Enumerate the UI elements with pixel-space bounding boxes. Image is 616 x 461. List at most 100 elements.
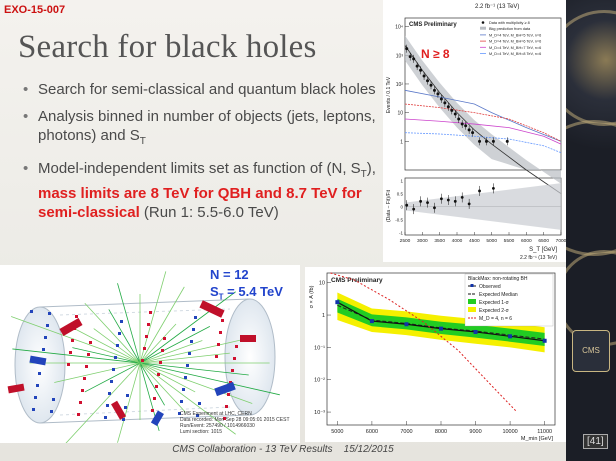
track-line [139, 362, 236, 435]
hit-marker [184, 376, 187, 379]
observed-point [508, 334, 513, 339]
hit-marker [225, 405, 228, 408]
ratio-point [492, 186, 495, 190]
legend-marker [468, 307, 476, 312]
data-point [505, 139, 509, 143]
data-point [464, 124, 468, 128]
legend-label: M_D=4 TeV, M_BH=6 TeV, n=6 [489, 40, 541, 44]
track-line [69, 326, 141, 364]
track-line [65, 362, 141, 443]
track-line [139, 362, 253, 404]
hit-marker [46, 324, 49, 327]
footer-date: 15/12/2015 [343, 444, 394, 455]
x-tick-label: 7000 [556, 238, 566, 244]
bkg-fit-line [404, 45, 562, 194]
event-caption-4: Lumi section: 1015 [180, 429, 222, 435]
data-point [446, 105, 450, 109]
footer-collab: CMS Collaboration - 13 TeV Results [172, 444, 333, 455]
event-labels: N = 12 ST = 5.4 TeV [210, 266, 283, 306]
hit-marker [118, 332, 121, 335]
data-point [460, 122, 464, 126]
hit-marker [30, 310, 33, 313]
y-tick-label: 10³ [396, 53, 404, 59]
data-point [436, 92, 440, 96]
page-number: [41] [583, 434, 608, 449]
hit-marker [89, 341, 92, 344]
hit-marker [108, 392, 111, 395]
ratio-point [460, 196, 464, 199]
data-point [408, 55, 412, 59]
theory-curve [330, 272, 518, 413]
track-line [139, 286, 185, 364]
y-tick-label: 10⁻¹ [314, 345, 325, 351]
track-line [139, 362, 186, 413]
legend-label: Bkg prediction from data [489, 27, 531, 31]
hit-marker [227, 393, 230, 396]
track-line [12, 348, 141, 364]
lumi-label: 2.2 fb⁻¹ (13 TeV) [475, 4, 519, 10]
legend-label: Observed [479, 284, 501, 290]
hit-marker [71, 339, 74, 342]
bullet-list: Search for semi-classical and quantum bl… [23, 80, 381, 230]
hit-marker [124, 406, 127, 409]
hit-marker [149, 311, 152, 314]
observed-point [473, 329, 478, 334]
data-point [419, 68, 423, 72]
cms-logo: CMS [572, 330, 610, 372]
track-line [117, 283, 141, 364]
legend-label: M_D = 4, n = 6 [479, 316, 512, 322]
ratio-point [440, 197, 443, 201]
track-line [84, 302, 141, 364]
x-tick-label: 5500 [504, 238, 515, 244]
hit-marker [126, 394, 129, 397]
ratio-tick-label: 1 [400, 179, 403, 184]
n-objects-label: N = 12 [210, 267, 249, 282]
bullet-2: Analysis binned in number of objects (je… [23, 107, 381, 151]
ratio-axis-label: (Data − Fit)/Fit [386, 189, 392, 222]
track-line [117, 362, 141, 443]
legend-label: Data with multiplicity ≥ 8 [489, 21, 530, 25]
hit-marker [231, 369, 234, 372]
observed-point [369, 319, 374, 324]
hit-marker [198, 402, 201, 405]
ratio-point [446, 198, 450, 202]
observed-point [335, 300, 340, 305]
track-line [54, 362, 141, 383]
data-point [439, 97, 443, 101]
y-axis-label: Events / 0.1 TeV [386, 76, 392, 113]
hit-marker [180, 400, 183, 403]
y-tick-label: 10² [396, 82, 404, 88]
st-label: ST = 5.4 TeV [210, 284, 283, 302]
track-line [139, 323, 177, 364]
signal-curve [404, 132, 562, 154]
y-tick-label: 10 [319, 281, 325, 287]
hit-marker [194, 316, 197, 319]
hit-marker [104, 416, 107, 419]
ratio-point [412, 207, 416, 211]
track-line [139, 339, 244, 364]
hit-marker [52, 398, 55, 401]
hit-marker [141, 359, 144, 362]
hit-marker [36, 384, 39, 387]
data-point [429, 83, 433, 87]
ratio-tick-label: -1 [399, 230, 403, 235]
data-point [405, 47, 409, 51]
x-axis-label: S_T [GeV] [529, 247, 557, 253]
hit-marker [145, 335, 148, 338]
data-point [415, 64, 419, 68]
track-line [139, 362, 196, 393]
hit-marker [147, 323, 150, 326]
legend-label: M_D=4 TeV, M_BH=7 TeV, n=6 [489, 46, 541, 50]
observed-point [542, 338, 547, 343]
hit-marker [159, 361, 162, 364]
hit-marker [223, 417, 226, 420]
track-line [139, 326, 211, 364]
chart-title: CMS Preliminary [409, 22, 457, 28]
particle-tracks [10, 271, 280, 443]
limit-chart-title: CMS Preliminary [331, 277, 383, 284]
hit-marker [34, 396, 37, 399]
hit-marker [217, 343, 220, 346]
x-tick-label: 3500 [434, 238, 445, 244]
